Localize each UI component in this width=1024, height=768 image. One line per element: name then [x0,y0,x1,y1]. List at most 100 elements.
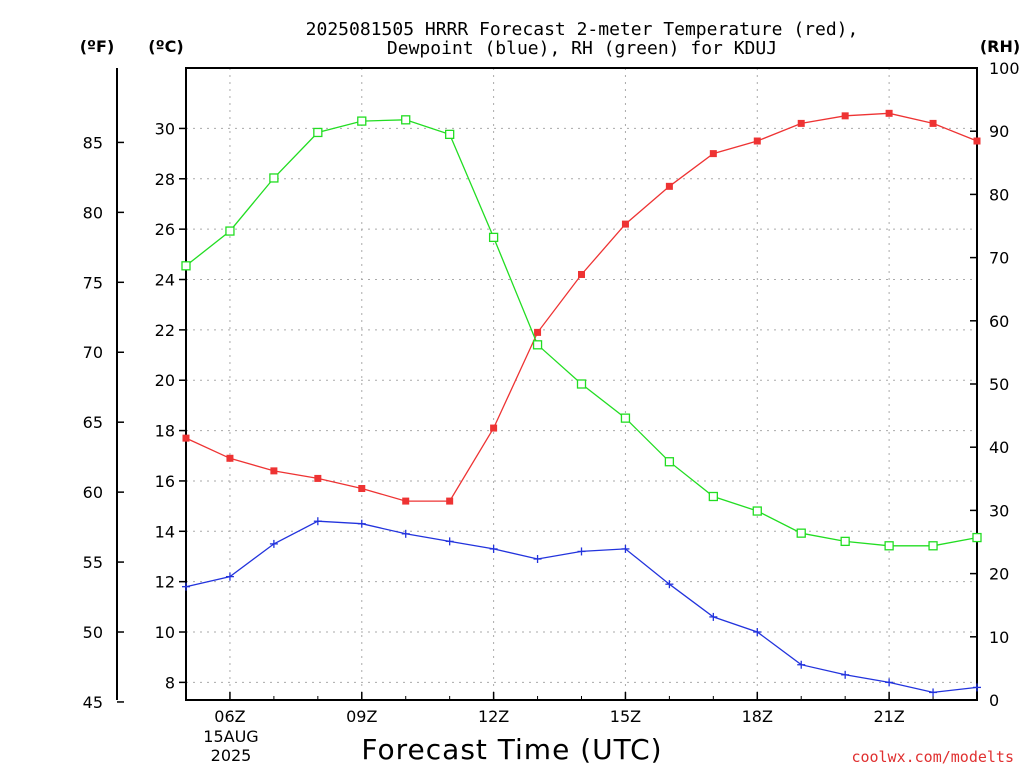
dewpoint-point [445,537,454,546]
rh-point [708,491,718,502]
dewpoint-point [401,529,410,538]
celsius-tick-label: 10 [155,623,175,642]
rh-point [884,541,894,551]
x-tick-label: 09Z [346,707,377,726]
rh-point [576,379,587,389]
chart-title-line2: Dewpoint (blue), RH (green) for KDUJ [387,38,777,59]
celsius-tick-label: 18 [155,422,175,441]
celsius-tick-label: 28 [155,170,175,189]
rh-point [357,116,367,126]
dewpoint-point [489,544,498,553]
celsius-tick-label: 22 [155,321,175,340]
dewpoint-point [797,660,806,669]
rh-point [225,226,235,236]
rh-point [796,528,806,538]
rh-tick-label: 90 [989,122,1009,141]
x-axis-title: Forecast Time (UTC) [361,733,662,766]
dewpoint-point [225,572,234,581]
rh-tick-label: 100 [989,59,1020,78]
rh-point [620,413,631,423]
rh-point [752,506,762,516]
celsius-tick-label: 8 [165,673,175,692]
rh-tick-label: 40 [989,438,1009,457]
dewpoint-point [182,582,190,591]
rh-point [664,457,675,467]
fahrenheit-unit-label: (ºF) [80,37,115,56]
x-date-line2: 2025 [211,746,252,765]
fahrenheit-tick-label: 65 [83,413,103,432]
rh-tick-label: 80 [989,185,1009,204]
dewpoint-point [841,670,850,679]
rh-point [181,261,191,271]
rh-point [840,536,850,547]
temperature-point [402,497,410,505]
temperature-point [578,270,585,278]
temperature-point [709,150,717,158]
fahrenheit-tick-label: 55 [83,553,103,572]
rh-tick-label: 20 [989,565,1009,584]
x-tick-label: 18Z [742,707,773,726]
dewpoint-point [357,519,366,528]
x-tick-label: 12Z [478,707,509,726]
temperature-point [621,220,629,228]
rh-tick-label: 50 [989,375,1009,394]
dewpoint-point [665,580,674,589]
rh-point [401,115,411,125]
temperature-point [841,112,849,120]
x-tick-label: 06Z [214,707,245,726]
credit-text: coolwx.com/modelts [851,748,1014,766]
celsius-tick-label: 16 [155,472,175,491]
grid-lines [186,68,977,700]
celsius-tick-label: 24 [155,271,175,290]
fahrenheit-tick-label: 45 [83,693,103,712]
temperature-point [226,454,234,462]
temperature-point [446,497,454,505]
fahrenheit-tick-label: 85 [83,133,103,152]
x-tick-label: 15Z [610,707,641,726]
temperature-point [973,137,981,145]
fahrenheit-tick-label: 70 [83,343,103,362]
temperature-series-line [185,112,978,502]
chart-title-line1: 2025081505 HRRR Forecast 2-meter Tempera… [306,19,859,40]
temperature-point [797,119,805,127]
dewpoint-point [885,678,894,687]
fahrenheit-tick-label: 50 [83,623,103,642]
rh-point [269,173,279,183]
celsius-tick-label: 26 [155,220,175,239]
chart-axes: 8 10 12 14 16 18 20 22 24 26 28 30 45 50 55 60 65 70 75 80 8… [83,59,1020,726]
rh-point [532,340,543,350]
rh-tick-label: 70 [989,249,1009,268]
dewpoint-point [929,688,938,697]
x-date-line1: 15AUG [203,727,258,746]
rh-unit-label: (RH) [980,37,1020,56]
celsius-tick-label: 14 [155,522,175,541]
dewpoint-point [621,544,630,553]
dewpoint-point [753,628,762,637]
rh-tick-label: 10 [989,628,1009,647]
temperature-point [270,467,278,475]
temperature-point [534,328,542,336]
temperature-point [182,434,190,442]
dewpoint-point [269,539,278,548]
temperature-point [490,424,498,432]
fahrenheit-tick-label: 75 [83,273,103,292]
temperature-point [314,474,322,482]
rh-point [972,532,982,543]
rh-point [445,129,455,140]
dewpoint-series-line [185,520,978,694]
rh-series-line [185,119,978,547]
temperature-point [929,119,937,127]
dewpoint-point [709,612,718,621]
rh-point [488,232,499,243]
fahrenheit-tick-label: 60 [83,483,103,502]
celsius-tick-label: 20 [155,371,175,390]
rh-tick-label: 30 [989,501,1009,520]
rh-tick-label: 0 [989,691,999,710]
rh-point [313,127,323,138]
rh-point [928,541,938,551]
temperature-point [885,109,893,117]
rh-tick-label: 60 [989,312,1009,331]
dewpoint-point [973,683,981,692]
dewpoint-point [313,517,322,526]
